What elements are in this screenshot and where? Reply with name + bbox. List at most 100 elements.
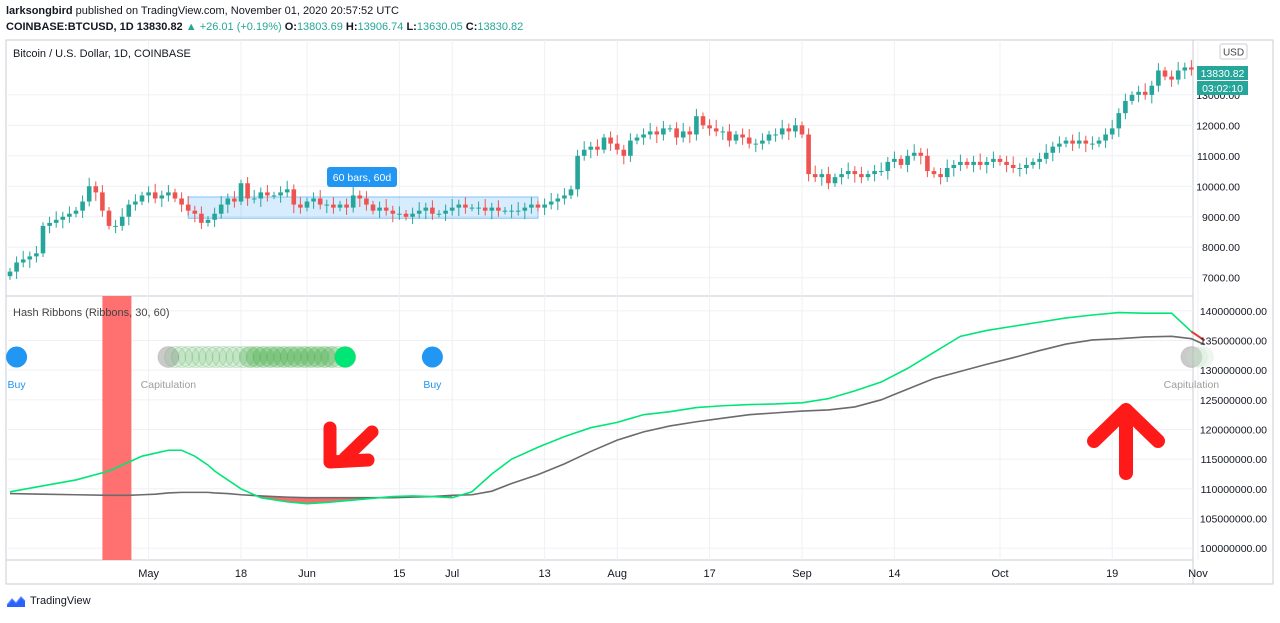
candle-body	[93, 186, 99, 193]
candle-body	[344, 204, 349, 208]
recovery-trail-dot	[259, 346, 282, 368]
time-tick-label: 13	[538, 568, 550, 580]
candle-body	[647, 131, 653, 135]
candle-body	[1096, 140, 1102, 144]
open-label: O:	[284, 21, 297, 33]
candle-body	[397, 213, 402, 215]
candle-body	[27, 256, 33, 260]
countdown-badge: 03:02:10	[1202, 83, 1243, 95]
price-axis-frame	[1192, 39, 1274, 585]
ohlc-line: COINBASE:BTCUSD, 1D 13830.82 ▲ +26.01 (+…	[6, 19, 523, 35]
candle-body	[753, 143, 759, 145]
candle-body	[199, 213, 204, 223]
countdown-badge-box	[1197, 81, 1248, 95]
candle-body	[146, 192, 151, 196]
candle-body	[601, 137, 607, 150]
candle-body	[878, 171, 884, 173]
candle-body	[53, 219, 59, 223]
candle-body	[964, 161, 970, 165]
candle-body	[819, 174, 825, 178]
time-tick-label: 19	[1106, 568, 1118, 580]
candle-body	[304, 201, 310, 208]
candle-body	[1123, 100, 1128, 114]
candle-body	[680, 131, 686, 138]
candle-body	[1175, 70, 1181, 80]
down-left-arrow-icon	[323, 421, 379, 469]
candle-body	[350, 195, 356, 208]
indicator-tick-label: 105000000.00	[1200, 513, 1267, 525]
candle-body	[449, 207, 455, 211]
candle-body	[119, 216, 125, 226]
tradingview-logo-icon	[6, 596, 26, 607]
candle-body	[898, 158, 904, 165]
candle-body	[172, 192, 178, 199]
candle-body	[997, 158, 1003, 162]
candle-body	[1116, 113, 1122, 129]
low-label: L:	[406, 21, 417, 33]
candle-body	[925, 155, 930, 172]
candle-body	[760, 140, 765, 144]
candle-body	[786, 128, 792, 132]
candle-body	[1162, 70, 1168, 77]
currency-badge-box[interactable]	[1219, 43, 1248, 60]
time-tick-label: 18	[235, 568, 247, 580]
recovery-trail-dot	[205, 346, 227, 368]
buy-signal-dot	[421, 346, 443, 368]
recovery-trail-dot	[334, 346, 357, 368]
candle-body	[258, 192, 264, 199]
candle-body	[1010, 164, 1016, 168]
candle-body	[984, 161, 990, 165]
candle-body	[938, 174, 943, 178]
candle-body	[205, 219, 211, 223]
tradingview-logo[interactable]: TradingView	[6, 594, 91, 608]
candle-body	[159, 195, 165, 199]
recovery-trail-dot	[177, 346, 200, 368]
tradingview-brand: TradingView	[30, 595, 91, 607]
last-price-badge: 13830.82	[1201, 68, 1245, 80]
candle-body	[1142, 91, 1148, 95]
candle-body	[364, 198, 369, 205]
signal-label: Capitulation	[1164, 379, 1220, 391]
signal-label: Buy	[423, 379, 442, 391]
candle-body	[522, 207, 528, 211]
candle-body	[931, 171, 937, 175]
recovery-trail-dot	[232, 346, 255, 368]
candle-body	[727, 131, 732, 141]
candle-body	[1090, 143, 1095, 145]
candle-body	[232, 198, 237, 202]
slow-ribbon-line	[9, 335, 1205, 499]
candle-body	[595, 146, 600, 150]
recovery-trail-dot	[225, 346, 248, 368]
candle-body	[443, 210, 448, 214]
candle-body	[40, 225, 46, 254]
signal-label: Buy	[8, 379, 27, 391]
candle-body	[331, 204, 336, 208]
candle-body	[271, 195, 277, 197]
candle-body	[403, 213, 409, 217]
candle-body	[1050, 146, 1056, 153]
grid	[6, 40, 1199, 560]
indicator-tick-label: 120000000.00	[1200, 424, 1267, 436]
candle-body	[390, 210, 396, 214]
candle-body	[793, 125, 798, 132]
close-label: C:	[465, 21, 478, 33]
author[interactable]: larksongbird	[6, 5, 73, 17]
candle-body	[291, 189, 297, 205]
candle-body	[1030, 161, 1036, 165]
price-y-axis: 7000.00 8000.00 9000.00 10000.00 11000.00 120…	[1196, 90, 1240, 285]
candle-body	[951, 164, 957, 168]
candle-body	[991, 158, 996, 162]
currency-badge[interactable]: USD	[1223, 48, 1244, 59]
fast-ribbon-end	[1190, 330, 1206, 342]
candle-body	[694, 116, 699, 135]
candle-body	[641, 134, 646, 138]
candle-body	[872, 171, 877, 175]
candle-body	[251, 198, 257, 200]
candle-body	[852, 171, 858, 175]
signal-label: Capitulation	[141, 379, 197, 391]
candle-body	[73, 210, 79, 214]
candle-body	[377, 207, 382, 211]
candle-body	[766, 134, 772, 141]
time-x-axis: May 18 Jun 15 Jul 13 Aug 17 Sep 14 Oct 19 Nov	[138, 568, 1208, 580]
